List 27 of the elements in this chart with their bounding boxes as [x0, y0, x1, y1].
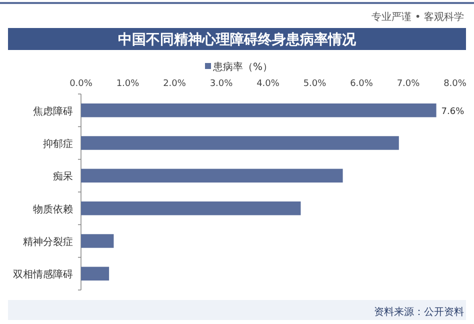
- y-tick-label: 物质依赖: [33, 203, 73, 216]
- x-tick-label: 3.0%: [210, 79, 234, 89]
- x-tick-label: 0.0%: [70, 79, 93, 89]
- x-tick-label: 2.0%: [163, 79, 186, 89]
- bar: [81, 136, 399, 150]
- text: 专业严谨 • 客观科学: [372, 11, 464, 23]
- bar: [81, 103, 436, 118]
- y-tick-label: 双相情感障碍: [13, 268, 73, 281]
- legend-label: 患病率（%）: [212, 61, 273, 73]
- bar: [81, 266, 110, 281]
- bar: [81, 201, 301, 216]
- y-tick-label: 焦虑障碍: [33, 105, 73, 118]
- y-tick-label: 抑郁症: [43, 138, 73, 150]
- x-tick-label: 7.0%: [396, 79, 420, 89]
- legend: 患病率（%）: [205, 62, 273, 73]
- bar: [81, 168, 343, 183]
- y-tick-label: 精神分裂症: [23, 236, 73, 248]
- text: 资料来源：公开资料: [374, 306, 464, 318]
- bar: [81, 234, 114, 248]
- x-tick-label: 1.0%: [116, 79, 140, 89]
- data-label: 7.6%: [441, 106, 465, 117]
- x-tick-label: 5.0%: [303, 79, 327, 89]
- y-tick-label: 痴呆: [53, 170, 73, 183]
- x-tick-label: 6.0%: [350, 79, 374, 89]
- x-tick-label: 8.0%: [444, 79, 467, 89]
- x-tick-label: 4.0%: [256, 79, 280, 89]
- chart-title: 中国不同精神心理障碍终身患病率情况: [118, 31, 357, 48]
